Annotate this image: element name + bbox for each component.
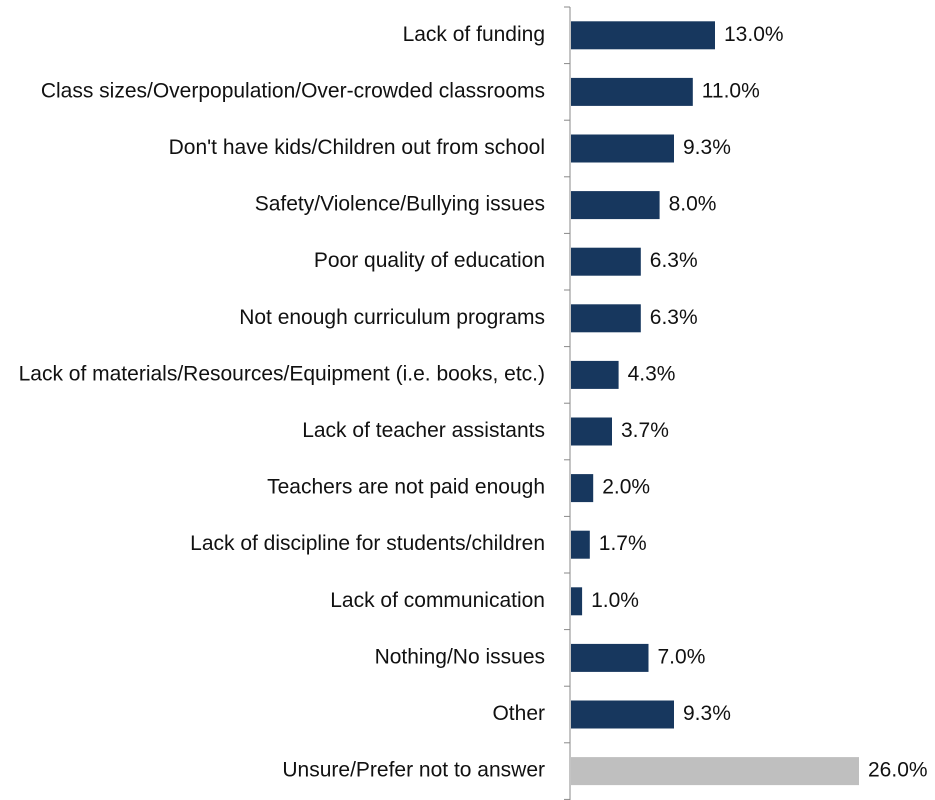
value-label: 7.0% <box>658 645 706 668</box>
bar <box>571 191 660 220</box>
bar <box>571 643 649 672</box>
value-label: 9.3% <box>683 136 731 159</box>
category-label: Nothing/No issues <box>375 645 545 668</box>
value-label: 1.0% <box>591 589 639 612</box>
category-label: Other <box>492 702 545 725</box>
bar <box>571 587 583 616</box>
category-label: Lack of funding <box>403 23 545 46</box>
category-label: Poor quality of education <box>314 249 545 272</box>
value-label: 26.0% <box>868 759 928 782</box>
bar <box>571 134 674 163</box>
category-label: Lack of discipline for students/children <box>190 532 545 555</box>
category-labels-group: Lack of funding Class sizes/Overpopulatio… <box>19 23 545 782</box>
value-label: 2.0% <box>602 476 650 499</box>
bar <box>571 21 715 50</box>
value-label: 9.3% <box>683 702 731 725</box>
bar <box>571 360 619 389</box>
bar <box>571 417 612 446</box>
bar <box>571 77 693 106</box>
bar <box>571 700 674 729</box>
bar <box>571 474 594 503</box>
value-label: 8.0% <box>669 193 717 216</box>
value-label: 6.3% <box>650 249 698 272</box>
category-label: Not enough curriculum programs <box>239 306 545 329</box>
value-labels-group: 13.0% 11.0% 9.3% 8.0% 6.3% 6.3% 4.3% 3.7% 2.0% 1.… <box>591 23 927 782</box>
value-label: 3.7% <box>621 419 669 442</box>
category-label: Lack of materials/Resources/Equipment (i… <box>19 362 545 385</box>
value-label: 13.0% <box>724 23 784 46</box>
value-label: 1.7% <box>599 532 647 555</box>
category-axis <box>564 6 571 800</box>
category-label: Unsure/Prefer not to answer <box>282 759 545 782</box>
category-label: Class sizes/Overpopulation/Over-crowded … <box>41 79 545 102</box>
bar <box>571 304 641 333</box>
category-label: Safety/Violence/Bullying issues <box>255 193 545 216</box>
bar <box>571 530 590 559</box>
value-label: 6.3% <box>650 306 698 329</box>
value-label: 11.0% <box>702 79 760 102</box>
category-label: Lack of communication <box>330 589 545 612</box>
category-label: Lack of teacher assistants <box>302 419 545 442</box>
category-label: Teachers are not paid enough <box>267 476 545 499</box>
category-label: Don't have kids/Children out from school <box>169 136 545 159</box>
bar <box>571 247 641 276</box>
bar <box>571 757 859 786</box>
value-label: 4.3% <box>628 362 676 385</box>
bars-group <box>571 21 859 786</box>
